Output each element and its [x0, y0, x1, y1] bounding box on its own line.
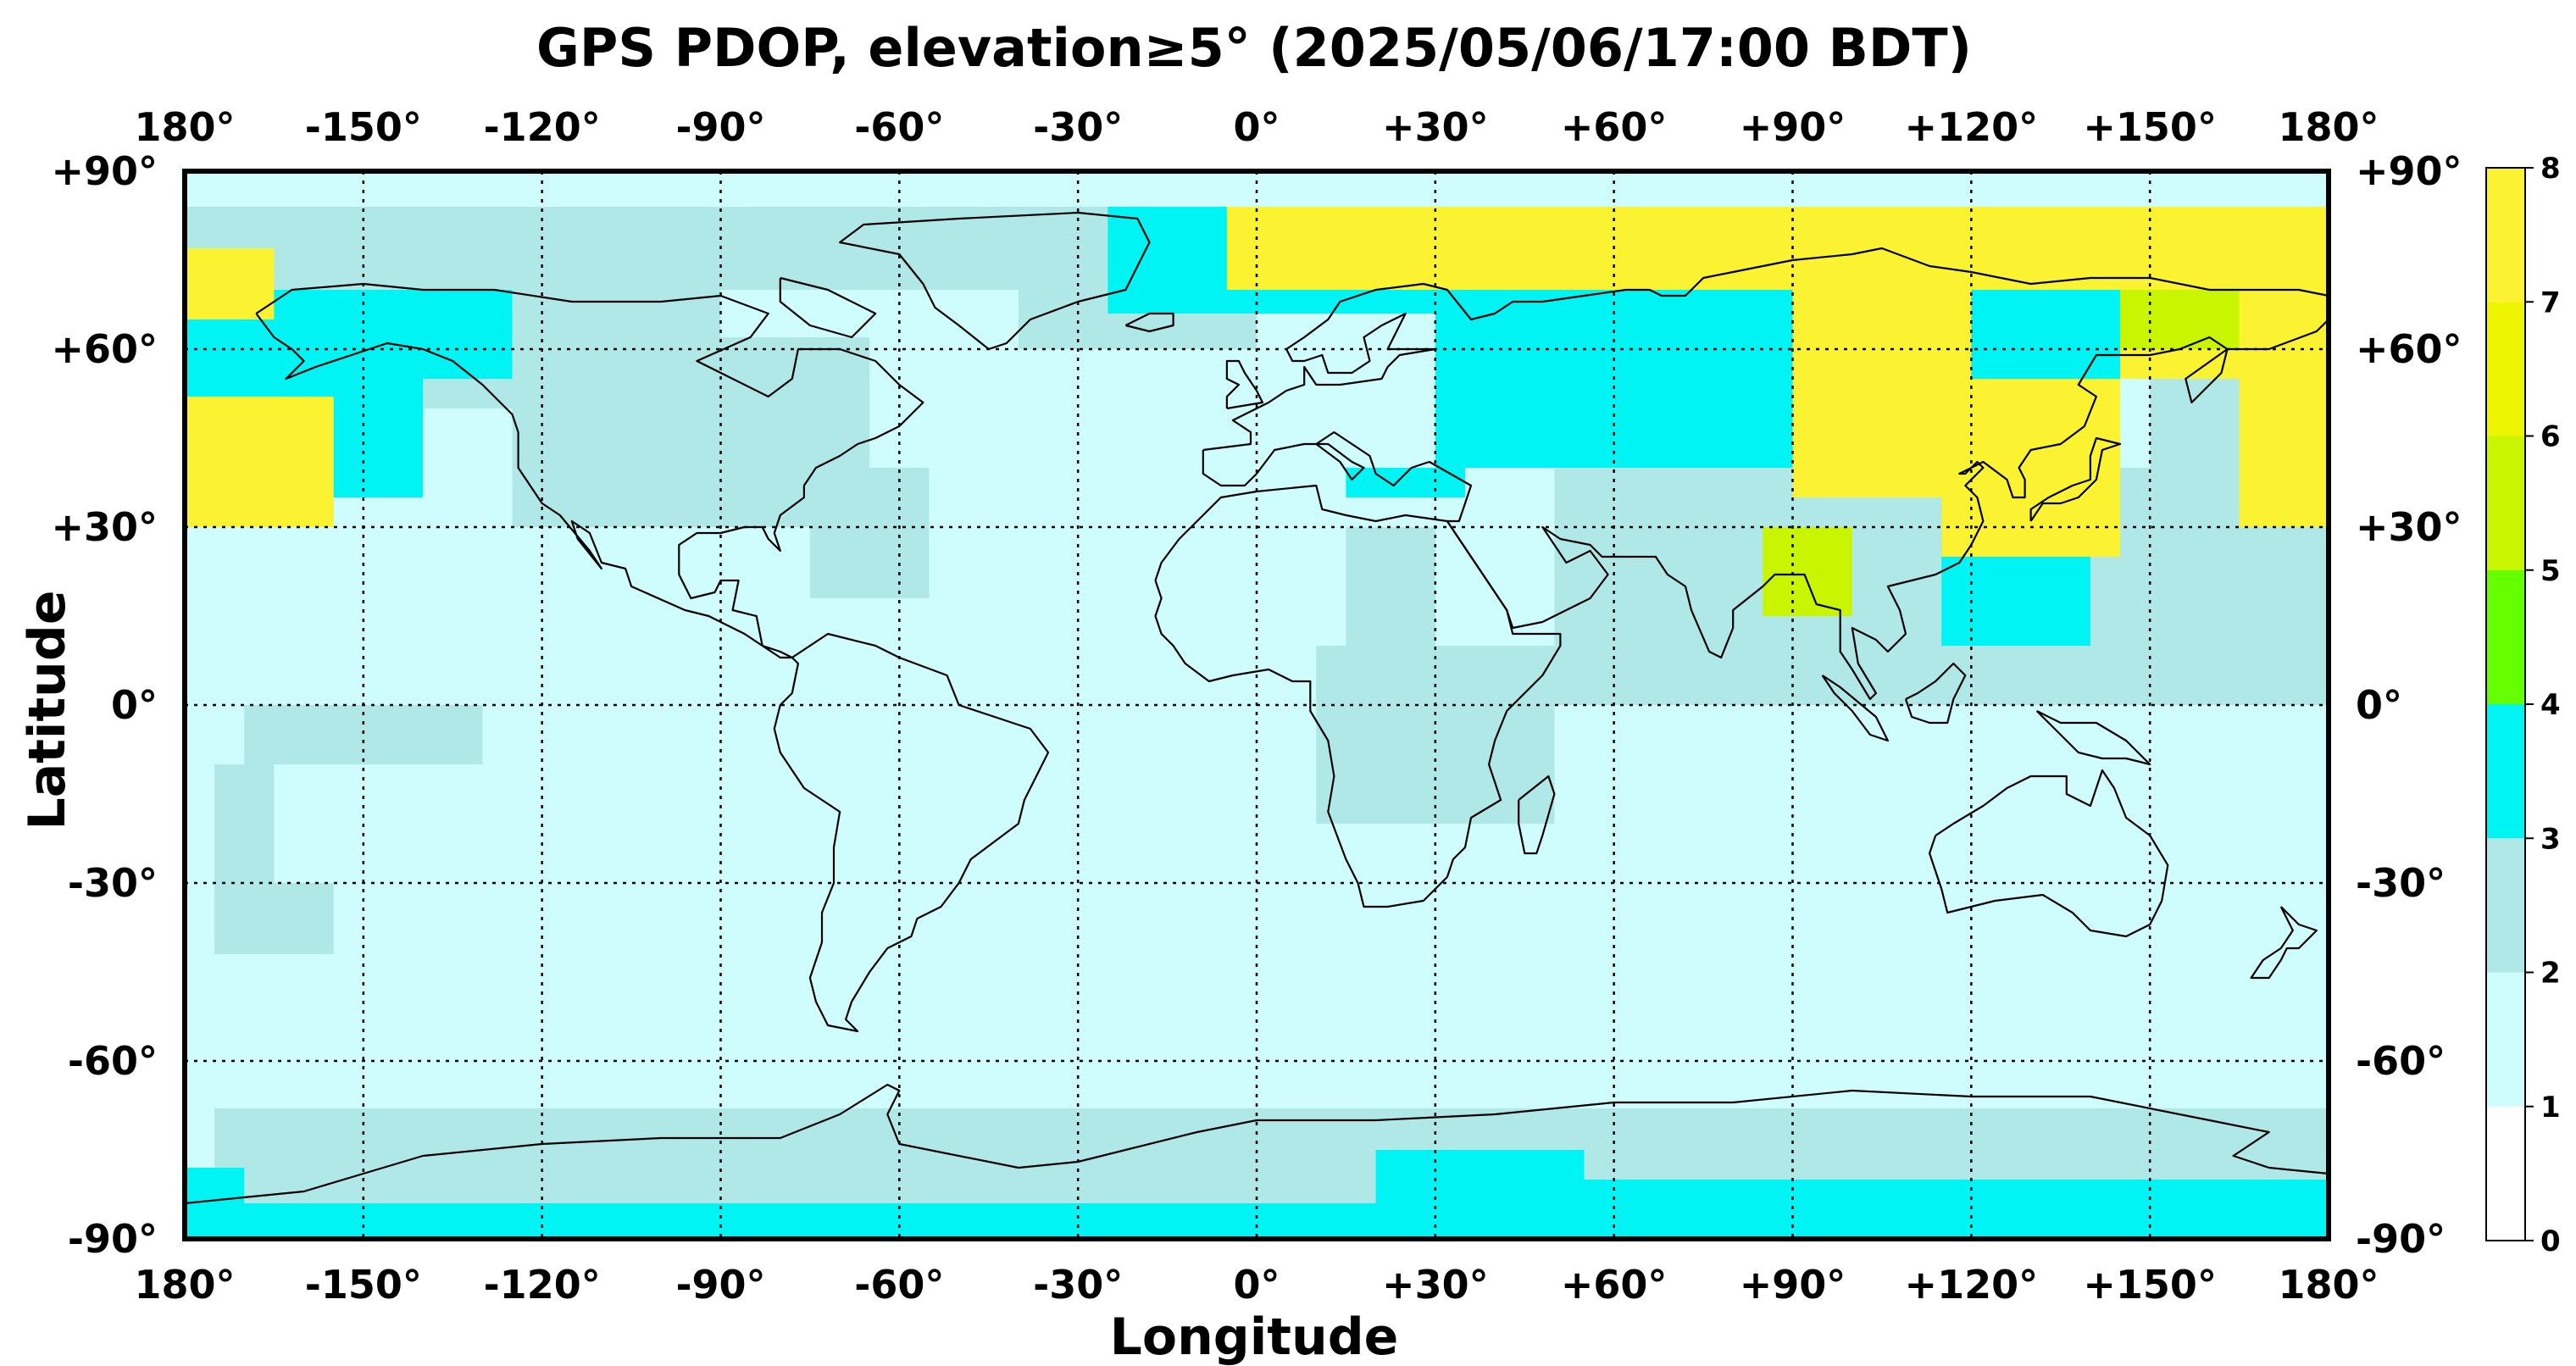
lat-tick-label-left: +90°: [51, 148, 158, 194]
coastlines: [184, 211, 2330, 1205]
lon-tick-label-bottom: +30°: [1382, 1262, 1489, 1308]
lat-tick-label-left: 0°: [111, 682, 158, 728]
lat-tick-label-right: -60°: [2356, 1038, 2446, 1084]
pdop-cell: [1375, 1150, 1585, 1239]
pdop-cell: [1346, 527, 1435, 646]
coastline-new-guinea: [2035, 710, 2151, 766]
pdop-cell: [1763, 527, 1852, 616]
lon-tick-label-top: -120°: [484, 104, 601, 150]
colorbar-tick-label: 3: [2540, 822, 2561, 856]
lon-tick-label-bottom: -120°: [484, 1262, 601, 1308]
lon-tick-label-bottom: -150°: [305, 1262, 422, 1308]
pdop-cell: [185, 397, 334, 527]
lon-tick-label-bottom: 0°: [1233, 1262, 1280, 1308]
colorbar-tick-label: 8: [2540, 152, 2561, 186]
lat-tick-label-right: +30°: [2356, 504, 2462, 550]
colorbar-segment: [2486, 168, 2525, 303]
pdop-cell: [185, 248, 275, 319]
lat-tick-label-right: -90°: [2356, 1216, 2446, 1262]
lat-tick-label-right: 0°: [2356, 682, 2402, 728]
colorbar-tick-label: 4: [2540, 688, 2561, 722]
y-axis-label: Latitude: [18, 590, 77, 830]
lat-tick-label-left: +60°: [51, 326, 158, 372]
lat-tick-label-left: -60°: [68, 1038, 158, 1084]
colorbar-segment: [2486, 972, 2525, 1107]
lon-tick-label-bottom: +150°: [2083, 1262, 2217, 1308]
pdop-cell: [333, 290, 513, 379]
colorbar-tick-label: 0: [2540, 1224, 2561, 1258]
lon-tick-label-top: 0°: [1233, 104, 1280, 150]
lon-tick-label-top: +60°: [1561, 104, 1668, 150]
lat-tick-label-right: -30°: [2356, 860, 2446, 906]
lon-tick-label-top: -90°: [675, 104, 765, 150]
pdop-cell: [809, 468, 930, 598]
lon-tick-label-bottom: +120°: [1905, 1262, 2039, 1308]
pdop-cell: [214, 883, 334, 954]
coastline-antarctica: [184, 1083, 2329, 1205]
colorbar-tick-label: 2: [2540, 957, 2561, 991]
coastline-australia: [1929, 769, 2169, 938]
lon-tick-label-bottom: +60°: [1561, 1262, 1668, 1308]
map-frame: [182, 169, 2331, 1241]
lon-tick-label-bottom: -60°: [854, 1262, 944, 1308]
lon-tick-label-bottom: 180°: [134, 1262, 235, 1308]
lon-tick-label-top: +150°: [2083, 104, 2217, 150]
coastline-borneo: [1904, 662, 1967, 725]
map-area: [182, 169, 2331, 1241]
lon-tick-label-top: 180°: [134, 104, 235, 150]
lon-tick-label-bottom: -30°: [1033, 1262, 1123, 1308]
colorbar-tick-label: 6: [2540, 420, 2561, 454]
lon-tick-label-top: -150°: [305, 104, 422, 150]
x-axis-label: Longitude: [1110, 1308, 1399, 1366]
coastline-japan: [2029, 436, 2122, 522]
coastline-iceland: [1124, 312, 1174, 333]
coastline-north-america: [255, 282, 924, 659]
lon-tick-label-top: 180°: [2278, 104, 2379, 150]
coastline-britain: [1225, 359, 1264, 410]
coastline-new-zealand: [2250, 906, 2318, 980]
coastline-greenland: [839, 211, 1151, 351]
colorbar-tick-label: 1: [2540, 1091, 2561, 1124]
lon-tick-label-bottom: 180°: [2278, 1262, 2379, 1308]
lat-tick-label-left: -30°: [68, 860, 158, 906]
coastline-africa: [1154, 484, 1562, 908]
colorbar-segment: [2486, 838, 2525, 973]
coastline-madagascar: [1518, 775, 1556, 855]
lat-tick-label-right: +90°: [2356, 148, 2462, 194]
colorbar-tick-label: 5: [2540, 554, 2561, 588]
pdop-cell: [2120, 290, 2240, 349]
lon-tick-label-top: +30°: [1382, 104, 1489, 150]
colorbar: 0 1 2 3 4 5 6 7 8: [2485, 152, 2561, 1258]
colorbar-segment: [2486, 569, 2525, 704]
colorbar-tick-label: 7: [2540, 286, 2561, 319]
colorbar-segment: [2486, 1106, 2525, 1241]
coastline-baffin: [779, 276, 877, 339]
colorbar-segment: [2486, 436, 2525, 570]
colorbar-segment: [2486, 704, 2525, 839]
map-title: GPS PDOP, elevation≥5° (2025/05/06/17:00…: [536, 17, 1972, 79]
pdop-cell: [2239, 349, 2329, 527]
lon-tick-label-top: +90°: [1740, 104, 1846, 150]
lon-tick-label-top: -30°: [1033, 104, 1123, 150]
lat-tick-label-left: -90°: [68, 1216, 158, 1262]
pdop-cell: [1584, 1180, 2329, 1239]
lon-tick-label-top: -60°: [854, 104, 944, 150]
lon-tick-label-bottom: +90°: [1740, 1262, 1846, 1308]
lon-tick-label-bottom: -90°: [675, 1262, 765, 1308]
graticule: [185, 171, 2329, 1239]
lat-tick-label-right: +60°: [2356, 326, 2462, 372]
axis-tick-labels: 180° 180° -150° -150° -120° -120° -90° -90° -60°…: [51, 104, 2462, 1308]
lon-tick-label-top: +120°: [1905, 104, 2039, 150]
coastline-sumatra: [1821, 675, 1889, 742]
colorbar-segment: [2486, 302, 2525, 436]
pdop-cell: [185, 1168, 245, 1203]
lat-tick-label-left: +30°: [51, 504, 158, 550]
coastline-south-america: [773, 632, 1050, 1033]
